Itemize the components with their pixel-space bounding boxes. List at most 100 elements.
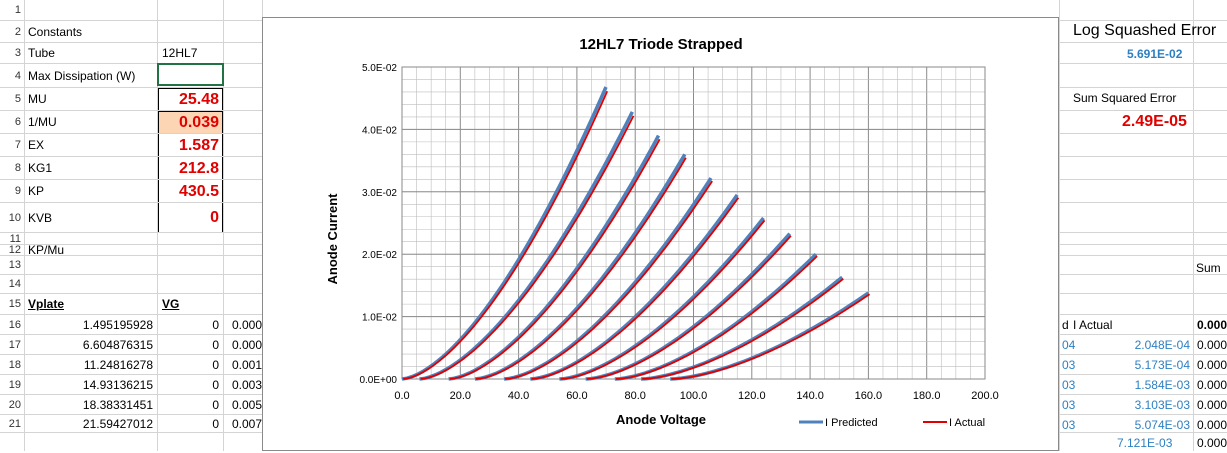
cell-b[interactable]: 12HL7 <box>162 46 198 60</box>
last-col-value[interactable]: 0.000 <box>1197 358 1227 372</box>
cell-b[interactable]: 0 <box>212 378 219 392</box>
x-tick-label: 40.0 <box>508 390 529 402</box>
curve-actual <box>642 278 844 380</box>
row-number: 4 <box>14 70 21 82</box>
cell-b[interactable]: 0 <box>212 318 219 332</box>
cell-a[interactable]: KG1 <box>28 161 53 175</box>
curve-actual <box>420 115 635 380</box>
cell-b[interactable]: 430.5 <box>178 183 219 200</box>
row-number: 12 <box>8 244 21 256</box>
column-gridline <box>157 0 158 451</box>
column-gridline <box>24 0 25 451</box>
i-actual-value[interactable]: 1.584E-03 <box>1134 378 1190 392</box>
y-tick-label: 3.0E-02 <box>362 188 397 199</box>
predicted-partial[interactable]: 03 <box>1062 378 1076 392</box>
cell-b[interactable]: 0 <box>210 209 219 226</box>
last-col-value[interactable]: 0.000 <box>1197 398 1227 412</box>
row-number: 14 <box>8 278 21 290</box>
row21-value[interactable]: 7.121E-03 <box>1117 436 1173 450</box>
cell-a[interactable]: 18.38331451 <box>82 398 153 412</box>
row-number: 21 <box>8 418 21 430</box>
cell-b[interactable]: 212.8 <box>178 160 219 177</box>
cell-c[interactable]: 0.001 <box>232 358 263 372</box>
cell-b[interactable]: 0 <box>212 358 219 372</box>
i-actual-value[interactable]: 2.048E-04 <box>1134 338 1190 352</box>
cell-a[interactable]: 1.495195928 <box>82 318 153 332</box>
curve-actual <box>531 197 740 380</box>
cell-a[interactable]: 6.604876315 <box>82 338 153 352</box>
cell-a[interactable]: 1/MU <box>28 115 57 129</box>
cell-c[interactable]: 0.003 <box>232 378 263 392</box>
predicted-partial[interactable]: 03 <box>1062 358 1076 372</box>
cell-a[interactable]: 21.59427012 <box>82 417 153 431</box>
cell-a[interactable]: KP <box>28 184 45 198</box>
x-tick-label: 0.0 <box>394 390 409 402</box>
sum-label: Sum <box>1196 261 1221 275</box>
chart-ticks: 0.0 20.0 40.0 60.0 80.0 100.0 120.0 140.0 160.0 1… <box>359 63 998 402</box>
i-actual-value[interactable]: 3.103E-03 <box>1134 398 1190 412</box>
plot-area-border <box>401 66 986 380</box>
y-tick-label: 2.0E-02 <box>362 250 397 261</box>
cell-b[interactable]: 0 <box>212 398 219 412</box>
y-tick-label: 4.0E-02 <box>362 125 397 136</box>
cell-c[interactable]: 0.000 <box>232 318 263 332</box>
cell-a[interactable]: 14.93136215 <box>82 378 153 392</box>
row-number: 15 <box>8 298 21 310</box>
cell-b[interactable]: 0 <box>212 338 219 352</box>
curve-actual <box>505 180 713 380</box>
cell-b[interactable]: 0.039 <box>178 114 219 131</box>
row-number: 2 <box>14 26 21 38</box>
last-col-value[interactable]: 0.000 <box>1197 338 1227 352</box>
header-i-actual: I Actual <box>1073 318 1113 332</box>
i-actual-value[interactable]: 5.074E-03 <box>1134 418 1190 432</box>
y-tick-label: 1.0E-02 <box>362 313 397 324</box>
predicted-partial[interactable]: 03 <box>1062 398 1076 412</box>
cell-b[interactable]: 0 <box>212 417 219 431</box>
y-axis-title: Anode Current <box>325 193 340 285</box>
cell-b[interactable]: 25.48 <box>178 91 219 108</box>
cell-a[interactable]: KVB <box>28 211 53 225</box>
curve-actual <box>449 138 661 380</box>
cell-a[interactable]: Vplate <box>28 297 65 311</box>
row-number: 3 <box>14 47 21 59</box>
cell-a[interactable]: 11.24816278 <box>83 358 153 372</box>
x-tick-label: 160.0 <box>855 390 883 402</box>
i-actual-value[interactable]: 5.173E-04 <box>1134 358 1190 372</box>
curve-actual <box>586 235 792 380</box>
header-d: d <box>1062 318 1069 332</box>
last-col-value[interactable]: 0.000 <box>1197 418 1227 432</box>
selected-cell[interactable] <box>157 63 224 86</box>
chart-title: 12HL7 Triode Strapped <box>579 36 742 53</box>
x-tick-label: 120.0 <box>738 390 766 402</box>
y-tick-label: 0.0E+00 <box>359 375 397 386</box>
column-gridline <box>223 0 224 451</box>
cell-a[interactable]: Constants <box>28 25 83 39</box>
log-squashed-error-value[interactable]: 5.691E-02 <box>1127 47 1183 61</box>
column-gridline <box>1059 0 1060 451</box>
chart-svg: 12HL7 Triode Strapped Anode Voltage Anod… <box>325 36 999 429</box>
cell-a[interactable]: Max Dissipation (W) <box>28 69 136 83</box>
cell-c[interactable]: 0.000 <box>232 338 263 352</box>
cell-a[interactable]: KP/Mu <box>28 243 65 257</box>
legend-predicted-label: I Predicted <box>825 417 878 429</box>
row-number: 6 <box>14 116 21 128</box>
row-number: 20 <box>8 399 21 411</box>
chart[interactable]: 12HL7 Triode Strapped Anode Voltage Anod… <box>262 17 1059 451</box>
chart-curves <box>401 86 871 381</box>
cell-b[interactable]: 1.587 <box>178 137 219 154</box>
sum-squared-error-value[interactable]: 2.49E-05 <box>1122 113 1187 130</box>
row21-value[interactable]: 0.000 <box>1197 436 1227 450</box>
cell-a[interactable]: Tube <box>28 46 55 60</box>
last-col-value[interactable]: 0.000 <box>1197 378 1227 392</box>
cell-b[interactable]: VG <box>162 297 180 311</box>
predicted-partial[interactable]: 03 <box>1062 418 1076 432</box>
predicted-partial[interactable]: 04 <box>1062 338 1076 352</box>
row-number: 1 <box>14 4 21 16</box>
cell-a[interactable]: MU <box>28 92 47 106</box>
cell-a[interactable]: EX <box>28 138 45 152</box>
column-gridline <box>1193 0 1194 451</box>
row-number: 11 <box>9 233 21 245</box>
header-last: 0.000 <box>1197 318 1227 332</box>
cell-c[interactable]: 0.005 <box>232 398 263 412</box>
x-tick-label: 20.0 <box>450 390 471 402</box>
